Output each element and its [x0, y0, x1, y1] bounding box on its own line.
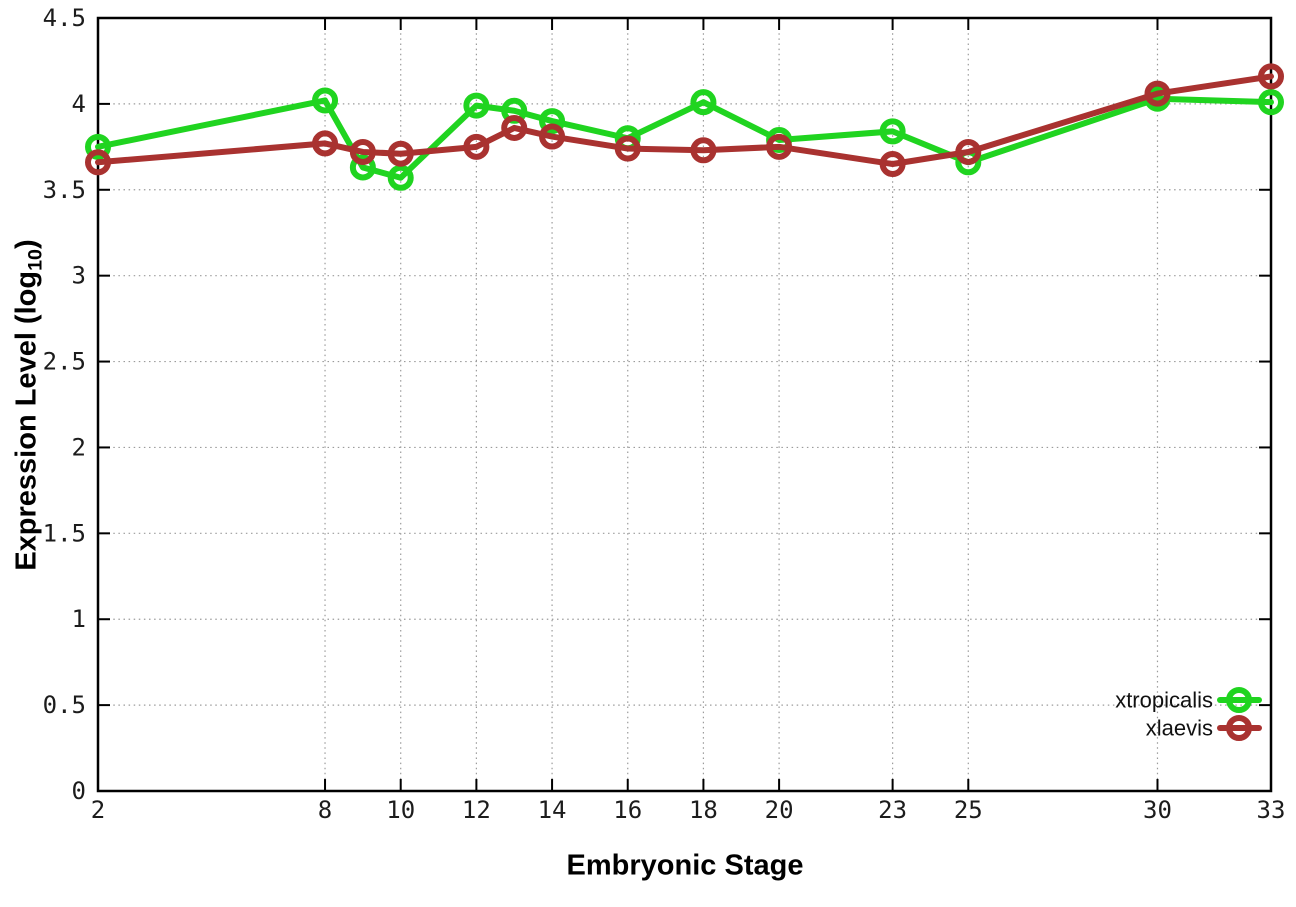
data-point-xlaevis-30: [1144, 80, 1171, 107]
data-point-xtropicalis-8: [312, 87, 339, 114]
y-tick-label-1.5: 1.5: [43, 519, 86, 547]
data-point-xlaevis-25: [955, 138, 982, 165]
data-point-xlaevis-23: [879, 151, 906, 178]
y-axis-title-main: Expression Level (log: [10, 270, 43, 571]
data-point-xtropicalis-18: [690, 89, 717, 116]
data-point-xlaevis-12: [463, 133, 490, 160]
data-point-xlaevis-2: [85, 149, 111, 176]
legend-marker-xlaevis: [1226, 715, 1252, 741]
x-tick-label-18: 18: [689, 796, 718, 824]
y-tick-label-3: 3: [72, 262, 86, 290]
legend-marker-xtropicalis: [1226, 687, 1252, 713]
data-point-xtropicalis-23: [879, 118, 906, 145]
legend-label-xtropicalis: xtropicalis: [1115, 688, 1213, 713]
data-point-xlaevis-9: [349, 138, 376, 165]
y-tick-label-2.5: 2.5: [43, 348, 86, 376]
data-point-xlaevis-20: [766, 133, 793, 160]
series-line-xtropicalis: [95, 95, 1274, 181]
y-tick-label-1: 1: [72, 605, 86, 633]
data-point-xlaevis-13: [501, 114, 528, 141]
data-point-xtropicalis-2: [85, 133, 111, 160]
y-axis-title-close: ): [10, 239, 43, 249]
x-tick-label-8: 8: [318, 796, 332, 824]
y-axis-title-subscript: 10: [24, 248, 47, 271]
data-point-xtropicalis-12: [463, 92, 490, 119]
x-axis-title-text: Embryonic Stage: [566, 849, 804, 882]
legend-label-xlaevis: xlaevis: [1146, 716, 1213, 741]
x-tick-label-16: 16: [613, 796, 642, 824]
x-tick-label-12: 12: [462, 796, 491, 824]
data-point-xlaevis-8: [312, 130, 339, 157]
y-tick-label-0.5: 0.5: [43, 691, 86, 719]
data-point-xtropicalis-33: [1258, 89, 1284, 116]
y-tick-label-2: 2: [72, 433, 86, 461]
x-tick-label-2: 2: [91, 796, 105, 824]
y-axis-title: Expression Level (log10): [10, 239, 47, 571]
y-tick-label-4.5: 4.5: [43, 4, 86, 32]
data-point-xtropicalis-10: [387, 164, 414, 191]
x-tick-label-20: 20: [765, 796, 794, 824]
x-tick-label-14: 14: [538, 796, 567, 824]
data-point-xtropicalis-9: [349, 154, 376, 181]
x-tick-label-23: 23: [878, 796, 907, 824]
x-tick-label-33: 33: [1257, 796, 1286, 824]
x-axis-title: Embryonic Stage: [567, 850, 804, 883]
data-point-xlaevis-18: [690, 137, 717, 164]
data-point-xtropicalis-14: [539, 108, 566, 135]
y-tick-label-0: 0: [72, 777, 86, 805]
x-tick-label-25: 25: [954, 796, 983, 824]
y-tick-label-3.5: 3.5: [43, 176, 86, 204]
data-point-xlaevis-10: [387, 140, 414, 167]
x-tick-label-30: 30: [1143, 796, 1172, 824]
data-point-xlaevis-33: [1258, 63, 1284, 90]
x-tick-label-10: 10: [386, 796, 415, 824]
data-point-xlaevis-16: [614, 135, 641, 162]
y-tick-label-4: 4: [72, 90, 86, 118]
plot-border: [96, 16, 1273, 793]
data-point-xlaevis-14: [539, 123, 566, 150]
